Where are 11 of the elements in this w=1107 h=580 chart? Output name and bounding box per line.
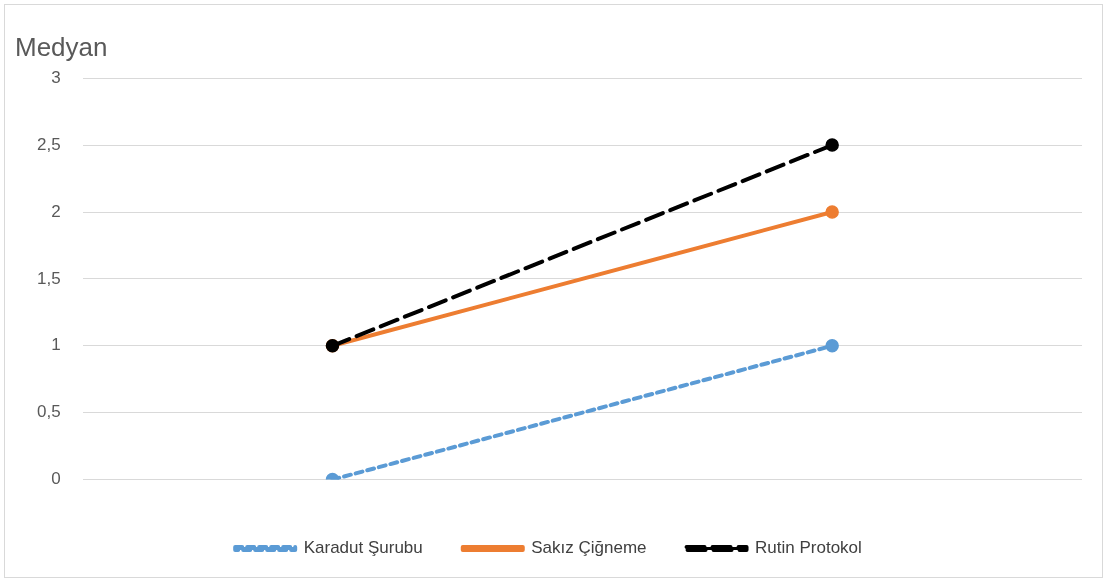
legend-label: Sakız Çiğneme [531,538,647,558]
legend-label: Rutin Protokol [755,538,862,558]
y-tick-label: 0,5 [36,402,61,422]
y-tick-label: 0 [51,469,61,489]
legend-label: Karadut Şurubu [303,538,423,558]
y-tick-label: 2,5 [36,134,61,154]
chart-title: Medyan [15,31,108,62]
y-tick-label: 2 [51,201,61,221]
y-tick-label: 3 [51,67,61,87]
y-tick-label: 1 [51,335,61,355]
y-tick-label: 1,5 [36,268,61,288]
